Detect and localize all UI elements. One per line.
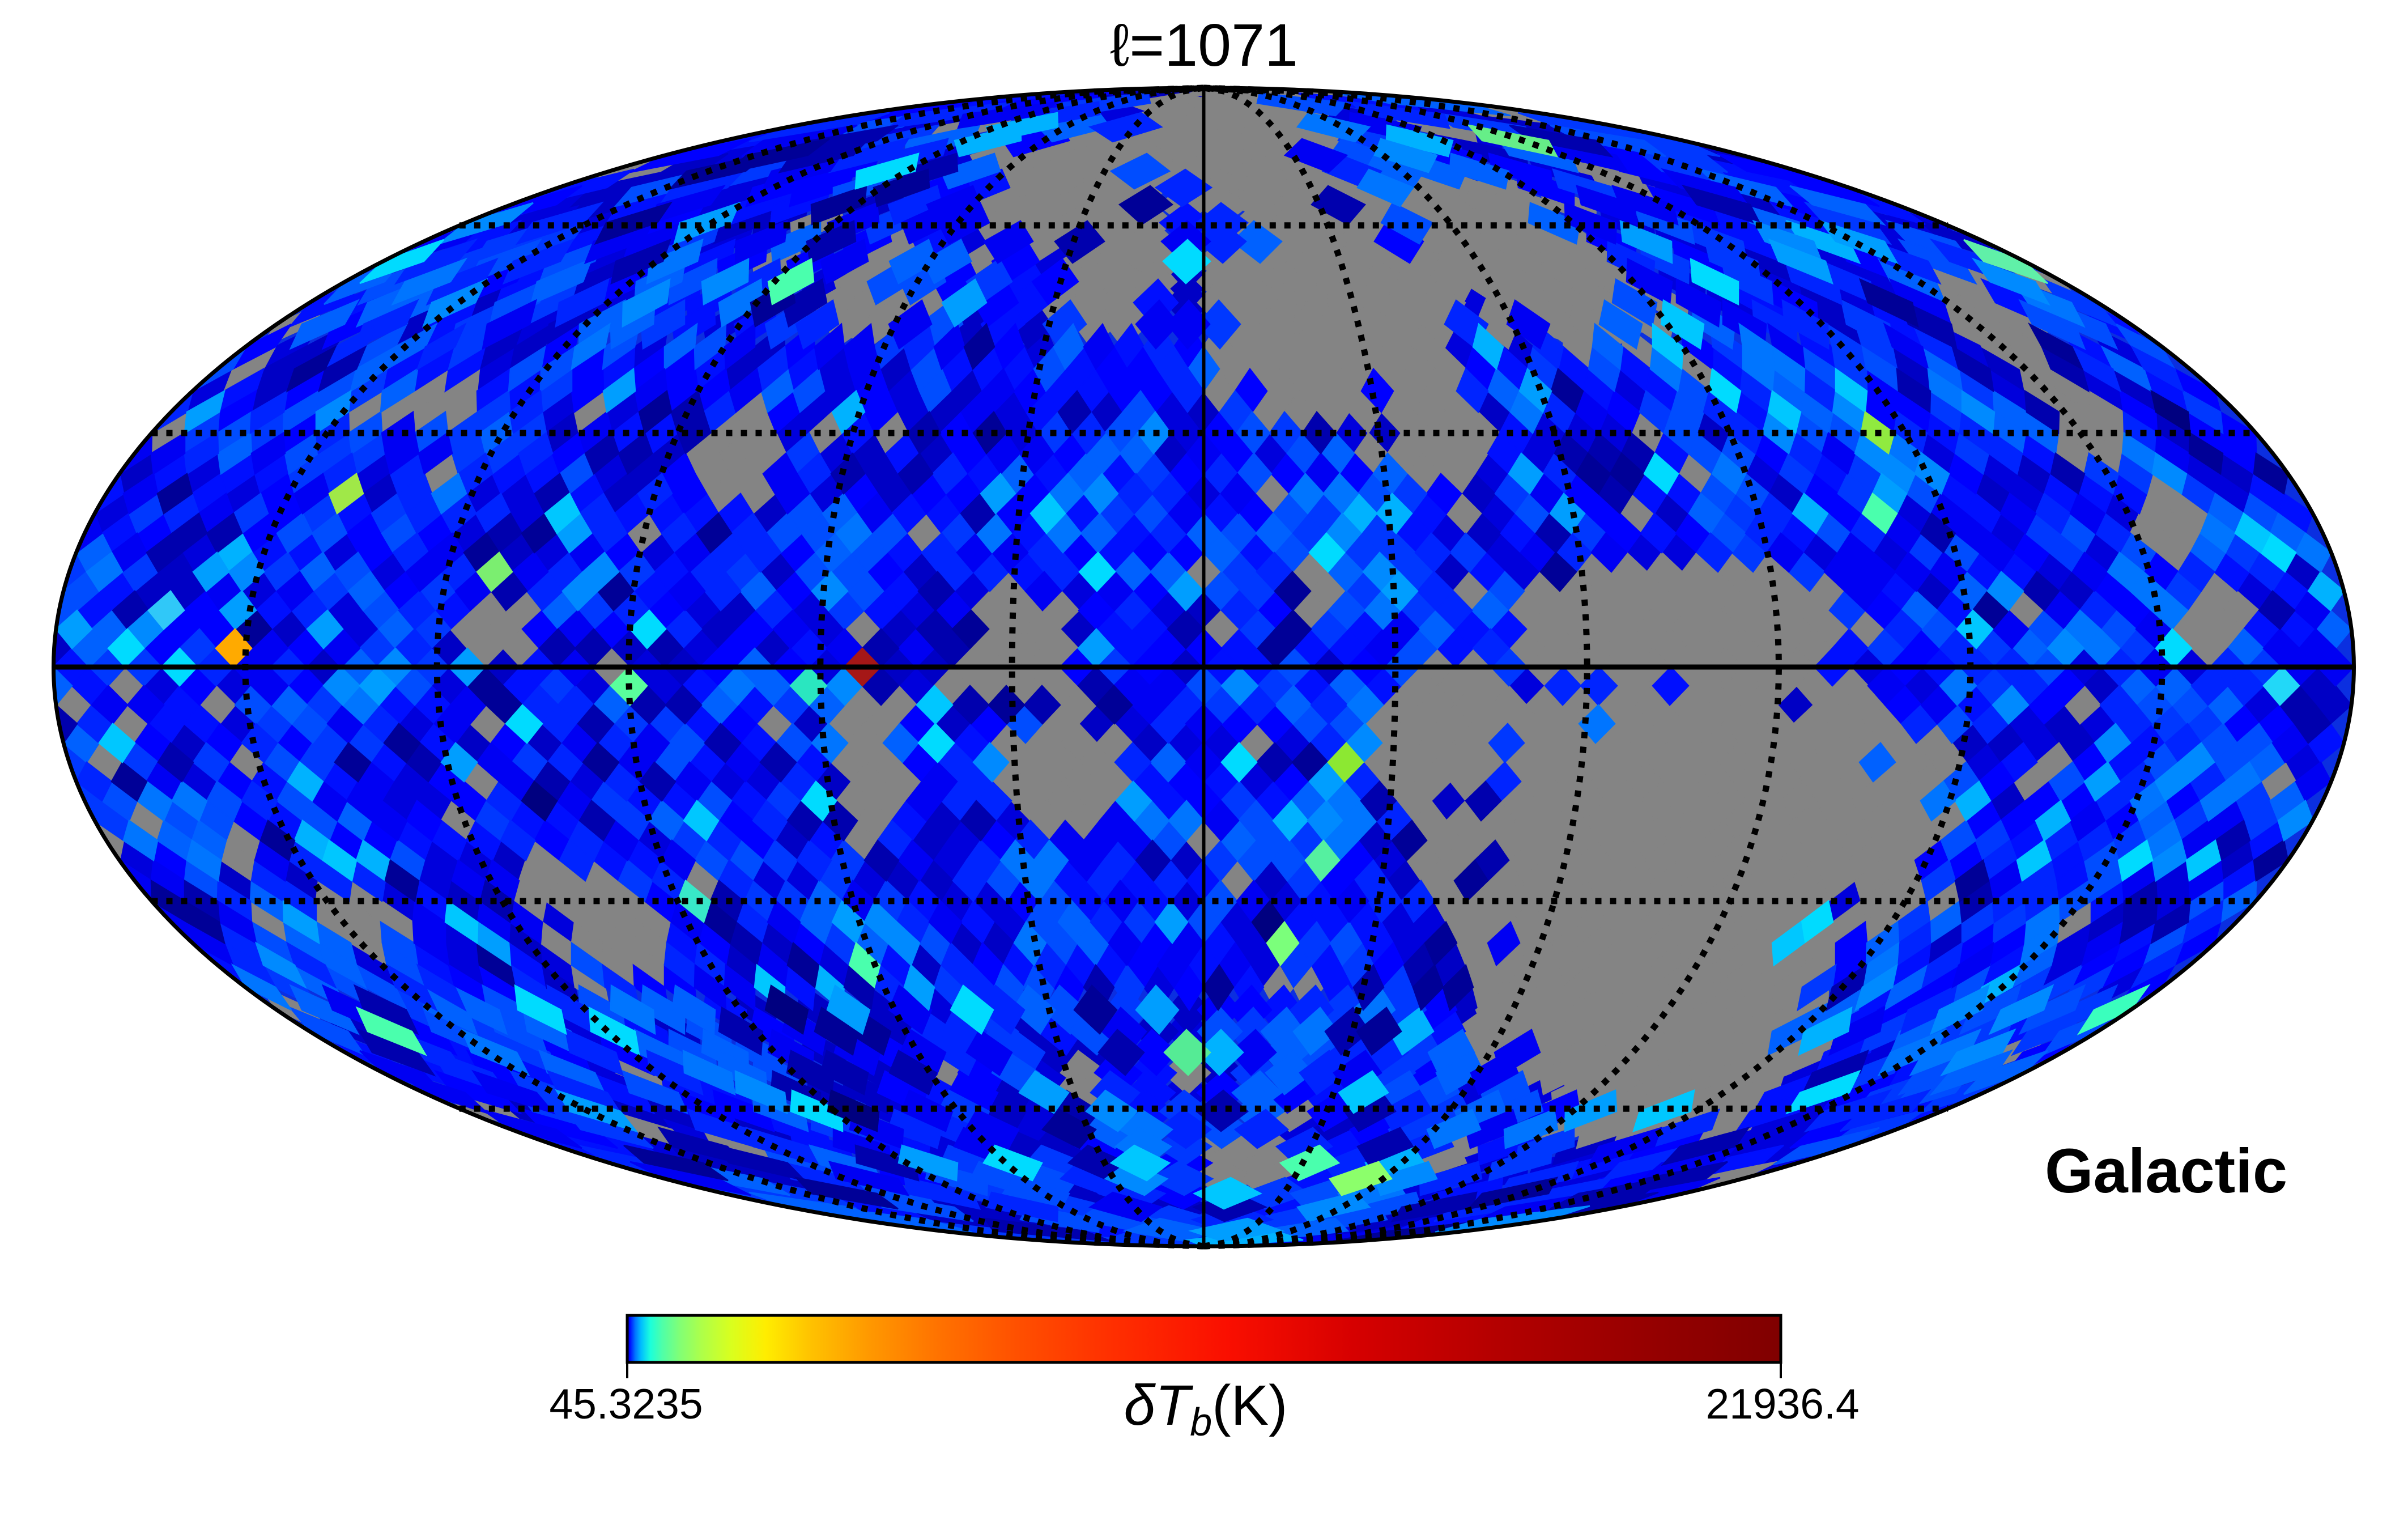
svg-text:Galactic: Galactic	[2045, 1136, 2287, 1206]
svg-text:δTb(K): δTb(K)	[1124, 1374, 1288, 1444]
svg-text:ℓ=1071: ℓ=1071	[1110, 12, 1298, 79]
svg-text:21936.4: 21936.4	[1705, 1380, 1859, 1428]
svg-text:45.3235: 45.3235	[549, 1380, 703, 1428]
